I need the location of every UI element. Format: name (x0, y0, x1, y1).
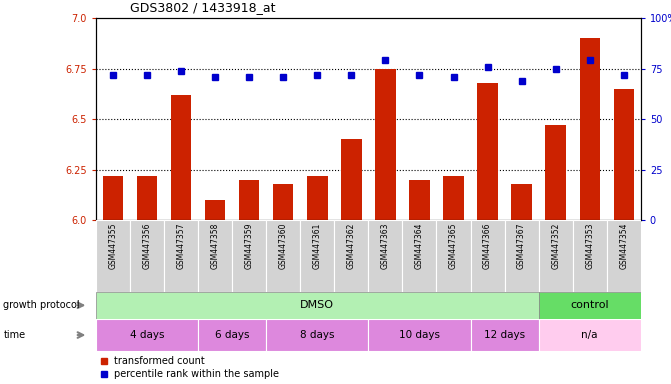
Bar (539, 220, 572, 292)
Text: GSM447357: GSM447357 (176, 222, 186, 269)
Text: GSM447362: GSM447362 (347, 222, 356, 268)
Bar (470, 319, 539, 351)
Bar (96, 292, 539, 319)
Bar (375, 68, 396, 220)
Bar (539, 292, 641, 319)
Bar (580, 38, 600, 220)
Bar (266, 319, 368, 351)
Bar (171, 95, 191, 220)
Text: 4 days: 4 days (130, 330, 164, 340)
Bar (511, 184, 532, 220)
Text: growth protocol: growth protocol (3, 300, 80, 310)
Bar (368, 220, 403, 292)
Bar (164, 220, 198, 292)
Bar (341, 139, 362, 220)
Bar (539, 319, 641, 351)
Bar (307, 175, 327, 220)
Text: GSM447354: GSM447354 (619, 222, 628, 269)
Text: n/a: n/a (582, 330, 598, 340)
Bar (607, 220, 641, 292)
Text: GSM447353: GSM447353 (585, 222, 595, 269)
Text: GSM447356: GSM447356 (142, 222, 152, 269)
Bar (300, 220, 334, 292)
Text: 12 days: 12 days (484, 330, 525, 340)
Bar (409, 180, 429, 220)
Legend: transformed count, percentile rank within the sample: transformed count, percentile rank withi… (101, 356, 279, 379)
Bar (137, 175, 157, 220)
Bar (96, 220, 130, 292)
Bar (505, 220, 539, 292)
Bar (266, 220, 300, 292)
Text: time: time (3, 330, 25, 340)
Bar (477, 83, 498, 220)
Bar (546, 125, 566, 220)
Bar (198, 319, 266, 351)
Text: GSM447358: GSM447358 (211, 222, 219, 268)
Bar (436, 220, 470, 292)
Bar (273, 184, 293, 220)
Text: GSM447365: GSM447365 (449, 222, 458, 269)
Bar (572, 220, 607, 292)
Bar (403, 220, 436, 292)
Text: GDS3802 / 1433918_at: GDS3802 / 1433918_at (130, 1, 275, 14)
Bar (334, 220, 368, 292)
Text: DMSO: DMSO (301, 300, 334, 310)
Text: 8 days: 8 days (300, 330, 335, 340)
Bar (444, 175, 464, 220)
Text: GSM447352: GSM447352 (551, 222, 560, 268)
Text: GSM447366: GSM447366 (483, 222, 492, 269)
Bar (239, 180, 260, 220)
Text: GSM447363: GSM447363 (381, 222, 390, 269)
Text: GSM447367: GSM447367 (517, 222, 526, 269)
Text: GSM447361: GSM447361 (313, 222, 322, 268)
Text: 10 days: 10 days (399, 330, 440, 340)
Bar (205, 200, 225, 220)
Bar (368, 319, 470, 351)
Text: GSM447359: GSM447359 (245, 222, 254, 269)
Bar (232, 220, 266, 292)
Bar (130, 220, 164, 292)
Text: GSM447364: GSM447364 (415, 222, 424, 269)
Text: GSM447355: GSM447355 (109, 222, 117, 269)
Bar (613, 89, 634, 220)
Bar (103, 175, 123, 220)
Text: control: control (570, 300, 609, 310)
Bar (470, 220, 505, 292)
Text: 6 days: 6 days (215, 330, 250, 340)
Bar (96, 319, 198, 351)
Text: GSM447360: GSM447360 (278, 222, 288, 269)
Bar (198, 220, 232, 292)
